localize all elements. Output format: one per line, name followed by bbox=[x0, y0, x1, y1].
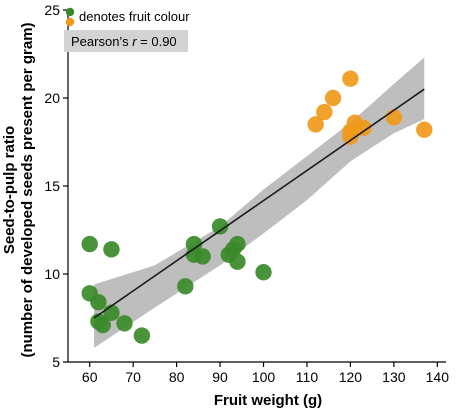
x-tick-label: 60 bbox=[82, 369, 98, 385]
data-point-green bbox=[103, 304, 120, 321]
x-axis-label: Fruit weight (g) bbox=[214, 392, 322, 409]
y-tick-label: 20 bbox=[44, 90, 60, 106]
y-axis-label-line2: (number of developed seeds present per g… bbox=[19, 22, 36, 357]
data-point-orange bbox=[342, 70, 359, 87]
data-point-green bbox=[211, 218, 229, 235]
y-axis-label-line1: Seed-to-pulp ratio bbox=[1, 126, 18, 254]
data-point-green bbox=[81, 235, 98, 253]
legend-marker-green bbox=[65, 7, 75, 17]
data-point-green bbox=[229, 253, 246, 270]
x-tick-label: 70 bbox=[125, 369, 141, 385]
data-point-green bbox=[90, 293, 107, 311]
x-tick-label: 90 bbox=[212, 369, 228, 385]
x-tick-label: 120 bbox=[339, 369, 363, 385]
data-point-green bbox=[133, 327, 151, 344]
data-point-green bbox=[255, 264, 272, 281]
y-ticks: 5 10 15 20 25 bbox=[44, 2, 68, 370]
data-point-orange bbox=[385, 109, 403, 126]
data-point-green bbox=[185, 235, 203, 253]
legend-marker-orange bbox=[65, 17, 75, 27]
regression-line bbox=[93, 88, 425, 319]
data-point-orange bbox=[342, 128, 359, 145]
y-tick-label: 25 bbox=[44, 2, 60, 18]
data-point-orange bbox=[416, 121, 433, 138]
annotation-suffix: = 0.90 bbox=[137, 34, 177, 49]
x-tick-label: 80 bbox=[169, 369, 185, 385]
fit-line-layer bbox=[93, 88, 425, 319]
x-tick-label: 100 bbox=[252, 369, 276, 385]
data-point-green bbox=[229, 235, 246, 253]
data-point-green bbox=[116, 315, 133, 332]
legend: denotes fruit colour bbox=[65, 7, 190, 27]
data-point-green bbox=[177, 278, 194, 295]
data-point-orange bbox=[324, 89, 342, 107]
data-point-green bbox=[194, 248, 211, 265]
data-point-orange bbox=[316, 103, 333, 121]
y-tick-label: 15 bbox=[44, 178, 60, 194]
data-point-orange bbox=[307, 116, 324, 133]
data-point-green bbox=[94, 316, 111, 334]
x-ticks: 60 70 80 90 100 110 120 130 140 bbox=[82, 362, 449, 385]
annotation-prefix: Pearson’s bbox=[71, 34, 132, 49]
annotation-text: Pearson’s r = 0.90 bbox=[71, 34, 177, 49]
x-tick-label: 140 bbox=[426, 369, 450, 385]
x-tick-label: 110 bbox=[296, 369, 319, 385]
correlation-annotation: Pearson’s r = 0.90 bbox=[64, 30, 188, 52]
x-tick-label: 130 bbox=[382, 369, 406, 385]
legend-label: denotes fruit colour bbox=[79, 9, 190, 24]
annotation-box bbox=[64, 30, 188, 52]
points-layer bbox=[81, 70, 433, 344]
data-point-green bbox=[103, 241, 120, 258]
annotation-italic: r bbox=[132, 34, 137, 49]
y-tick-label: 10 bbox=[44, 266, 60, 282]
y-tick-label: 5 bbox=[52, 354, 60, 370]
data-point-orange bbox=[355, 119, 372, 137]
